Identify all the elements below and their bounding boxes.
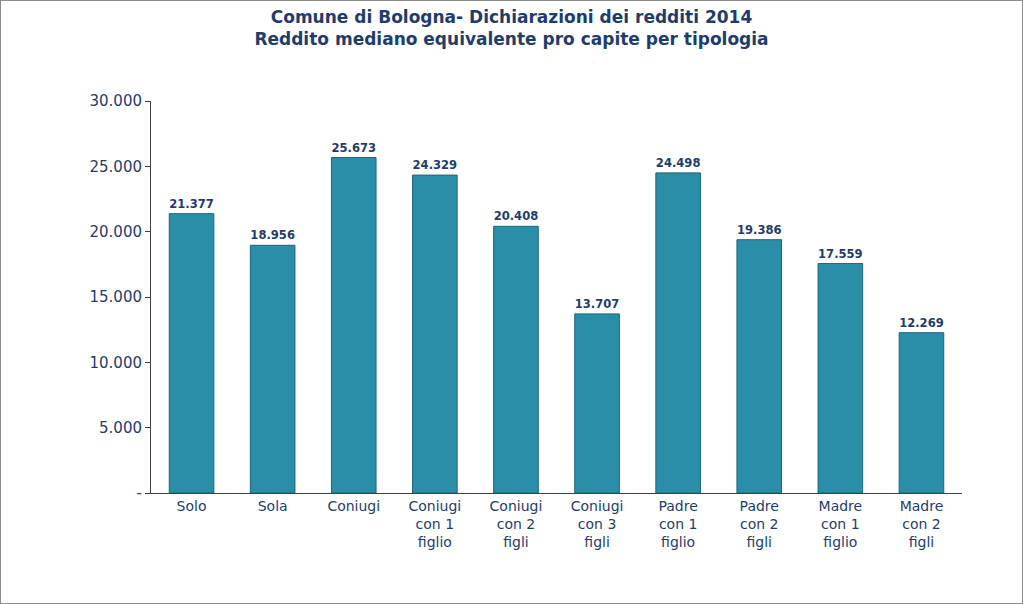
svg-text:Solo: Solo — [177, 498, 207, 514]
svg-text:30.000: 30.000 — [90, 92, 143, 110]
svg-text:Padrecon 2figli: Padrecon 2figli — [740, 498, 779, 550]
svg-text:24.498: 24.498 — [656, 156, 701, 170]
svg-text:Coniugicon 3figli: Coniugicon 3figli — [571, 498, 624, 550]
svg-text:Sola: Sola — [258, 498, 288, 514]
svg-text:24.329: 24.329 — [413, 158, 458, 172]
svg-text:Madrecon 1figlio: Madrecon 1figlio — [819, 498, 863, 550]
svg-text:21.377: 21.377 — [169, 197, 214, 211]
svg-text:19.386: 19.386 — [737, 223, 782, 237]
svg-text:18.956: 18.956 — [250, 228, 295, 242]
svg-text:Coniugicon 1figlio: Coniugicon 1figlio — [408, 498, 461, 550]
svg-text:17.559: 17.559 — [818, 247, 863, 261]
svg-text:-: - — [137, 484, 142, 502]
svg-text:20.000: 20.000 — [90, 223, 143, 241]
svg-text:10.000: 10.000 — [90, 354, 143, 372]
svg-text:Coniugicon 2figli: Coniugicon 2figli — [490, 498, 543, 550]
svg-text:15.000: 15.000 — [90, 288, 143, 306]
svg-text:Comune di Bologna- Dichiarazio: Comune di Bologna- Dichiarazioni dei red… — [254, 7, 768, 49]
svg-text:Padrecon 1figlio: Padrecon 1figlio — [658, 498, 697, 550]
svg-text:25.673: 25.673 — [331, 141, 376, 155]
svg-text:13.707: 13.707 — [575, 297, 620, 311]
svg-text:12.269: 12.269 — [899, 316, 944, 330]
svg-text:Coniugi: Coniugi — [327, 498, 380, 514]
svg-text:20.408: 20.408 — [494, 209, 539, 223]
svg-text:Madrecon 2figli: Madrecon 2figli — [900, 498, 944, 550]
svg-text:25.000: 25.000 — [90, 158, 143, 176]
svg-text:5.000: 5.000 — [99, 419, 142, 437]
